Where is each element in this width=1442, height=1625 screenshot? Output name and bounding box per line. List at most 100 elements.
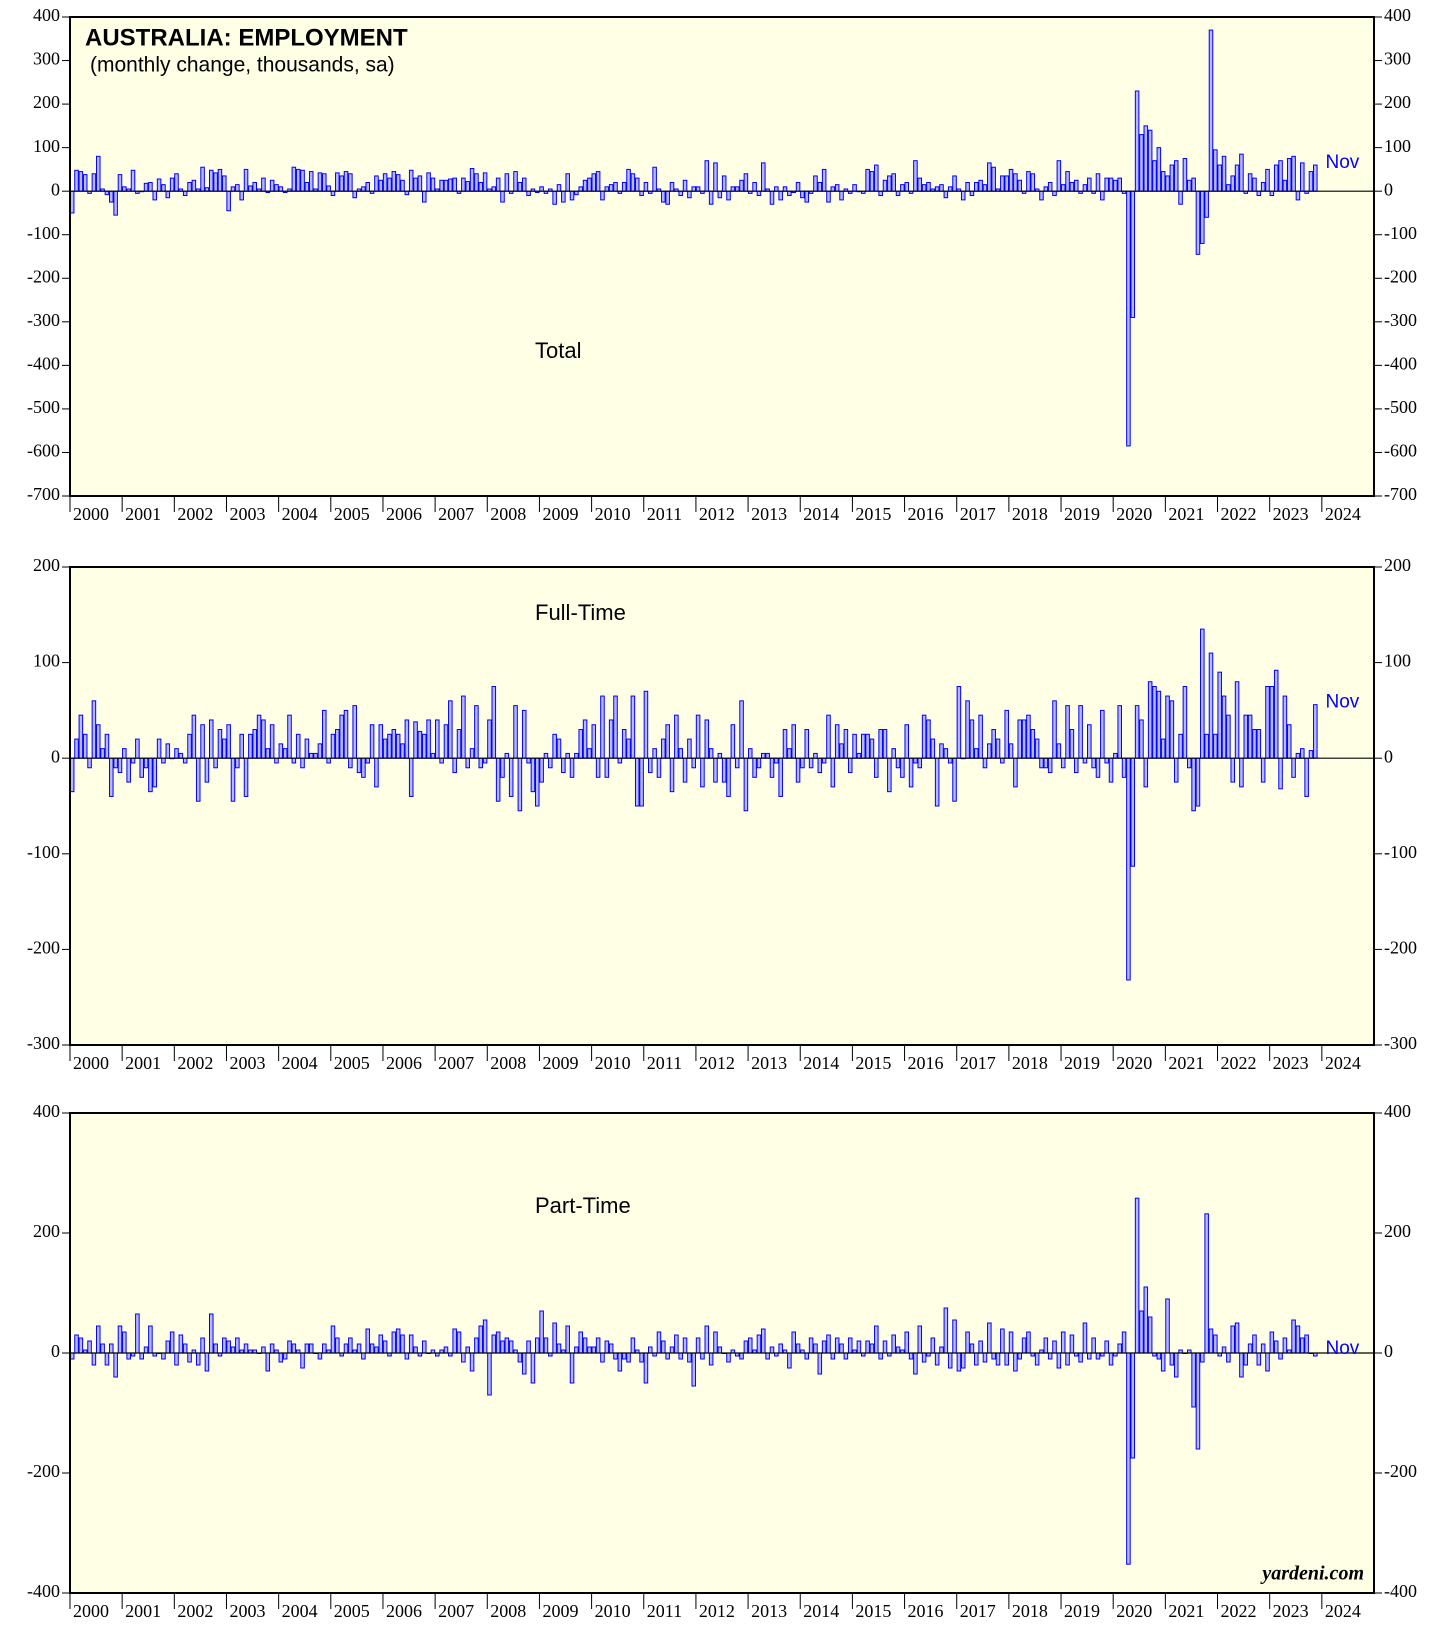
bar <box>1186 757 1192 769</box>
bar <box>982 757 988 769</box>
bar <box>348 1337 353 1354</box>
bar <box>548 757 553 769</box>
bar <box>265 748 271 759</box>
bar <box>1260 1343 1266 1354</box>
bar <box>1217 164 1222 192</box>
bar <box>504 1337 510 1354</box>
bar <box>648 757 653 774</box>
y-tick-label-right: 0 <box>1384 179 1393 199</box>
bar <box>322 173 327 192</box>
x-tick-label: 2000 <box>73 1053 109 1073</box>
x-tick-label: 2001 <box>125 1053 161 1073</box>
bar <box>426 172 431 192</box>
bar <box>1147 1316 1153 1354</box>
bar <box>952 1319 957 1354</box>
x-tick-label: 2016 <box>908 1601 944 1621</box>
bar <box>278 1352 284 1363</box>
bar <box>1178 733 1183 759</box>
bar <box>634 177 640 192</box>
bar <box>947 186 953 192</box>
x-tick-label: 2013 <box>751 504 787 524</box>
bar <box>1095 757 1101 778</box>
bar <box>417 730 423 759</box>
bar <box>456 1331 462 1354</box>
bar <box>1017 1352 1023 1360</box>
x-tick-label: 2008 <box>490 504 526 524</box>
bar <box>921 184 927 192</box>
y-tick-label-right: 0 <box>1384 1341 1393 1361</box>
bar <box>1300 748 1305 759</box>
bar <box>1152 160 1157 192</box>
bar <box>639 757 644 807</box>
bar <box>1100 190 1105 201</box>
bar <box>317 172 323 192</box>
bar <box>882 1340 888 1354</box>
bar <box>178 752 184 759</box>
bar <box>339 175 344 192</box>
bar <box>452 177 457 192</box>
bar <box>1165 1298 1170 1354</box>
bar <box>1313 164 1318 192</box>
bar <box>978 714 983 759</box>
bar <box>582 719 588 759</box>
bar <box>869 1343 875 1354</box>
bar <box>1117 705 1122 759</box>
bar <box>521 709 527 759</box>
bar <box>348 757 353 769</box>
bar <box>565 173 570 192</box>
bar <box>1239 757 1244 788</box>
bar <box>721 175 727 192</box>
bar <box>330 1325 336 1354</box>
bar <box>139 1352 144 1360</box>
bar <box>769 1346 775 1354</box>
bar <box>1269 686 1275 759</box>
bar <box>335 1337 340 1354</box>
bar <box>913 757 918 764</box>
bar <box>1234 681 1240 759</box>
bar <box>217 168 223 192</box>
bar <box>304 181 310 192</box>
bar <box>1104 757 1109 764</box>
bar <box>895 1346 901 1354</box>
bar <box>278 186 284 192</box>
bar <box>374 175 379 192</box>
bar <box>382 173 388 192</box>
bar <box>626 168 631 192</box>
bar <box>187 733 192 759</box>
bar <box>691 186 697 192</box>
bar <box>630 173 636 192</box>
bar <box>1026 714 1031 759</box>
bar <box>852 733 857 759</box>
bar <box>830 186 836 192</box>
bar <box>717 752 723 759</box>
bar <box>343 709 349 759</box>
bar <box>1269 1331 1275 1354</box>
bar <box>982 1352 988 1363</box>
bar <box>978 1340 983 1354</box>
bar <box>995 738 1001 759</box>
bar <box>1091 1337 1096 1354</box>
bar <box>361 757 366 778</box>
bar <box>613 181 618 192</box>
bar <box>174 1352 179 1366</box>
bar <box>200 724 205 759</box>
bar <box>504 752 510 759</box>
y-tick-label-right: -400 <box>1384 353 1417 373</box>
bar <box>656 757 662 778</box>
bar <box>652 748 657 759</box>
bar <box>130 169 136 192</box>
x-tick-label: 2017 <box>960 1053 996 1073</box>
bar <box>1008 168 1014 192</box>
bar <box>122 1331 127 1354</box>
bar <box>1295 752 1301 759</box>
bar <box>126 757 131 783</box>
bar <box>1021 719 1027 759</box>
bar <box>1152 686 1157 759</box>
x-tick-label: 2006 <box>386 1053 422 1073</box>
bar <box>839 743 844 759</box>
bar <box>943 748 949 759</box>
x-tick-label: 2022 <box>1221 1053 1257 1073</box>
bar <box>869 171 875 192</box>
bar <box>969 1343 975 1354</box>
x-tick-label: 2000 <box>73 504 109 524</box>
